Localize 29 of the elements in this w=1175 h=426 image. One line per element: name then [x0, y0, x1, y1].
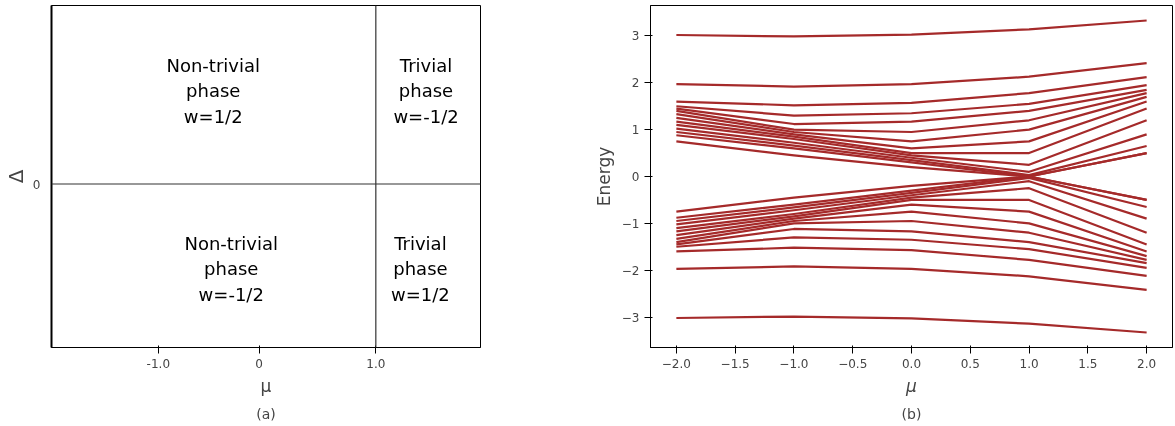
text: (b)	[901, 405, 922, 422]
y-tick-label: −3	[621, 310, 640, 325]
y-tick-label: 0	[631, 170, 640, 184]
x-axis-title: μ	[905, 375, 918, 396]
x-tick-label: 0.0	[901, 356, 922, 371]
text: -1.0	[146, 356, 171, 371]
x-tick-label: −2.0	[661, 356, 691, 371]
x-tick-label: 0.5	[960, 356, 980, 371]
x-tick-label: −1.5	[720, 356, 750, 371]
y-tick-label: −2	[621, 263, 640, 278]
y-tick-label: 2	[631, 76, 640, 91]
y-tick-label: 1	[631, 123, 640, 138]
text: μ	[260, 375, 272, 396]
text: Trivial phase w=-1/2	[393, 55, 459, 127]
y-axis-title: Energy	[593, 146, 614, 207]
y-tick-label: 3	[631, 29, 640, 44]
text: Non-trivial phase w=-1/2	[184, 233, 279, 305]
text: Δ	[3, 169, 28, 184]
x-tick-label: 1.0	[1019, 356, 1039, 371]
text: 0	[255, 356, 263, 371]
text: 0	[32, 177, 41, 192]
y-tick-label: −1	[621, 216, 640, 231]
x-tick-label: 1.5	[1078, 356, 1098, 371]
x-tick-label: −0.5	[838, 356, 868, 371]
text: (a)	[256, 405, 276, 422]
text: Non-trivial phase w=1/2	[166, 55, 260, 127]
text: Trivial phase w=1/2	[391, 233, 450, 305]
x-tick-label: 2.0	[1137, 356, 1157, 371]
x-tick-label: −1.0	[779, 356, 809, 371]
